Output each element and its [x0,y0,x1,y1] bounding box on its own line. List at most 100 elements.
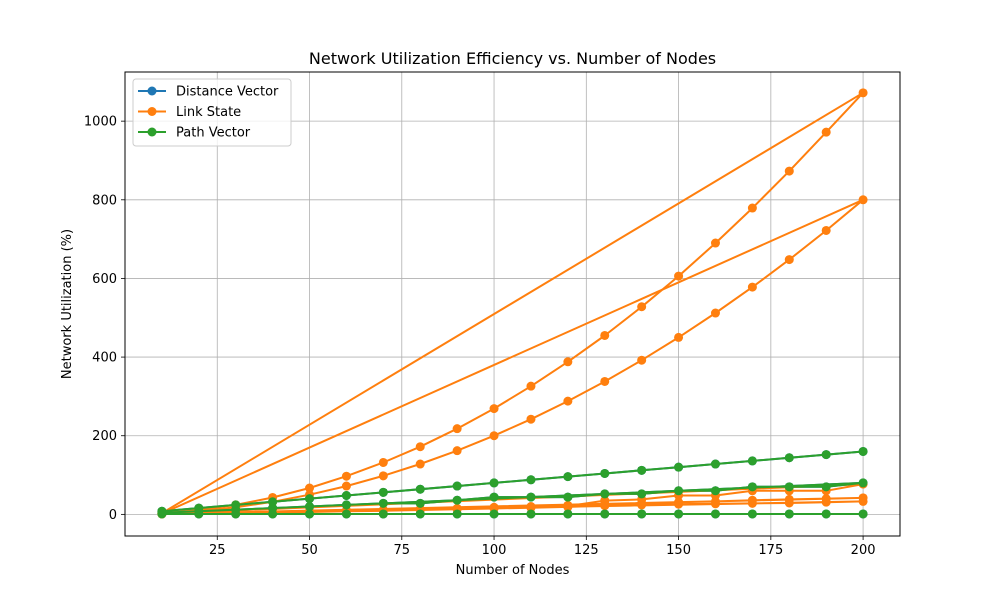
data-point [526,509,536,519]
data-point [341,471,351,481]
data-point [415,442,425,452]
x-tick-label: 25 [209,543,226,558]
data-point [341,490,351,500]
data-point [600,330,610,340]
data-point [526,502,536,512]
data-point [489,478,499,488]
data-point [784,255,794,265]
data-point [858,446,868,456]
data-point [563,492,573,502]
data-point [600,496,610,506]
data-point [157,508,167,518]
data-point [710,509,720,519]
data-point [526,381,536,391]
data-point [858,493,868,503]
data-point [710,486,720,496]
y-tick-label: 400 [92,351,117,366]
data-point [710,238,720,248]
data-point [305,483,315,493]
series-path-vector [157,446,868,519]
data-point [489,503,499,513]
data-point [637,355,647,365]
data-point [858,509,868,519]
data-point [305,502,315,512]
legend-marker [147,86,157,96]
data-point [710,308,720,318]
data-point [526,492,536,502]
legend-items: Distance Vector Link State Path Vector [138,85,279,141]
legend-marker [147,127,157,137]
data-point [231,505,241,515]
legend-label: Distance Vector [176,85,279,100]
data-point [452,481,462,491]
legend: Distance Vector Link State Path Vector [132,78,292,147]
data-point [747,509,757,519]
y-tick-label: 200 [92,429,117,444]
data-point [378,487,388,497]
data-point [747,282,757,292]
data-point [305,509,315,519]
x-tick-label: 150 [666,543,691,558]
data-point [415,459,425,469]
legend-label: Link State [176,105,241,120]
data-point [452,509,462,519]
data-point [526,414,536,424]
data-point [821,494,831,504]
data-point [415,484,425,494]
x-axis-label: Number of Nodes [456,563,570,578]
x-tick-label: 175 [758,543,783,558]
legend-marker [147,107,157,116]
data-point [674,332,684,342]
data-point [563,472,573,482]
data-point [600,509,610,519]
data-point [378,471,388,481]
data-point [784,453,794,463]
data-point [784,494,794,504]
x-tick-label: 100 [482,543,507,558]
x-tick-label: 200 [851,543,876,558]
data-point [563,509,573,519]
data-point [674,509,684,519]
data-point [784,482,794,492]
data-point [747,456,757,466]
data-point [489,492,499,502]
y-tick-label: 1000 [84,115,117,130]
plot-frame [124,71,901,537]
x-tick-label: 75 [394,543,411,558]
data-point [489,404,499,414]
y-tick-label: 0 [109,508,117,523]
data-point [452,446,462,456]
data-point [674,271,684,281]
data-point [563,501,573,511]
data-point [489,431,499,441]
data-point [415,498,425,508]
data-point [637,302,647,312]
data-point [637,509,647,519]
data-point [378,509,388,519]
data-point [710,459,720,469]
data-point [821,482,831,492]
data-point [821,450,831,460]
data-point [452,495,462,505]
data-point [674,462,684,472]
data-point [600,468,610,478]
data-point [784,509,794,519]
legend-box [132,78,292,147]
data-point [858,195,868,205]
data-point [858,88,868,98]
data-point [378,498,388,508]
data-point [747,482,757,492]
x-tick-label: 125 [574,543,599,558]
data-point [600,489,610,499]
data-point [821,225,831,235]
data-point [600,376,610,386]
data-point [341,509,351,519]
data-point [526,475,536,485]
data-point [268,503,278,513]
data-point [858,478,868,488]
data-point [637,465,647,475]
data-point [268,497,278,507]
data-point [563,357,573,367]
